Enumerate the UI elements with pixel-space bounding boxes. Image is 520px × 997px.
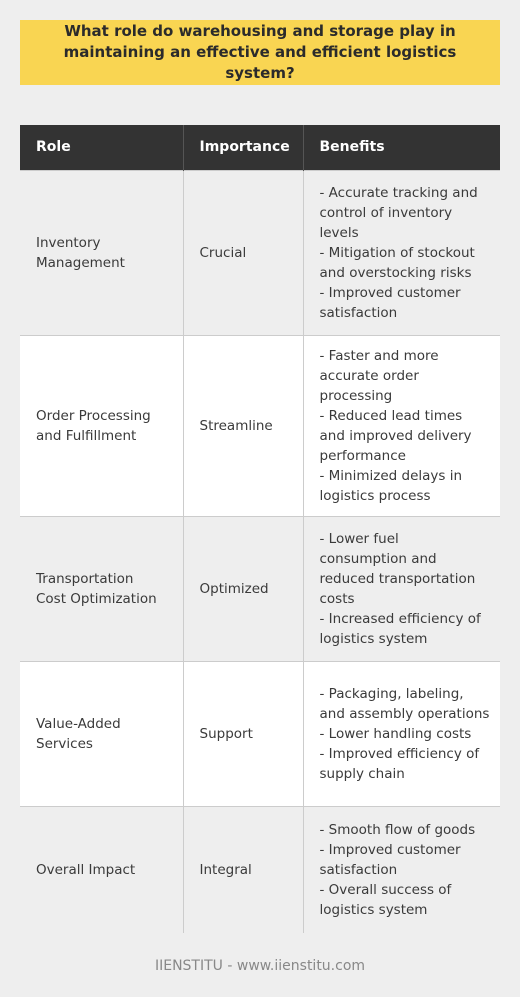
- benefit-item: - Increased efficiency of logistics syst…: [319, 610, 481, 647]
- benefit-item: - Faster and more accurate order process…: [319, 347, 439, 404]
- header-benefits: Benefits: [303, 125, 500, 170]
- benefit-item: - Packaging, labeling, and assembly oper…: [319, 685, 490, 722]
- benefit-item: - Improved customer satisfaction: [319, 284, 461, 321]
- benefits-cell: - Lower fuel consumption and reduced tra…: [303, 515, 500, 661]
- header-importance: Importance: [183, 125, 304, 170]
- title-banner: What role do warehousing and storage pla…: [20, 20, 500, 85]
- importance-cell: Support: [183, 660, 304, 806]
- table-row: Inventory Management Crucial - Accurate …: [20, 169, 500, 335]
- table-row: Transportation Cost Optimization Optimiz…: [20, 515, 500, 661]
- table-header-row: Role Importance Benefits: [20, 125, 500, 170]
- role-cell: Overall Impact: [20, 805, 184, 933]
- benefit-item: - Lower handling costs: [319, 725, 472, 742]
- importance-cell: Streamline: [183, 334, 304, 516]
- benefit-item: - Reduced lead times and improved delive…: [319, 407, 472, 464]
- importance-cell: Crucial: [183, 169, 304, 335]
- benefit-item: - Accurate tracking and control of inven…: [319, 184, 478, 241]
- page-title: What role do warehousing and storage pla…: [63, 22, 457, 82]
- importance-cell: Optimized: [183, 515, 304, 661]
- benefit-item: - Smooth flow of goods: [319, 821, 476, 838]
- table-row: Value-Added Services Support - Packaging…: [20, 660, 500, 806]
- table-row: Order Processing and Fulfillment Streaml…: [20, 334, 500, 516]
- benefits-cell: - Accurate tracking and control of inven…: [303, 169, 500, 335]
- roles-table-container: Role Importance Benefits Inventory Manag…: [20, 125, 500, 933]
- benefits-cell: - Faster and more accurate order process…: [303, 334, 500, 516]
- benefits-cell: - Smooth flow of goods - Improved custom…: [303, 805, 500, 933]
- roles-table: Role Importance Benefits Inventory Manag…: [20, 125, 500, 933]
- role-cell: Value-Added Services: [20, 660, 184, 806]
- benefit-item: - Lower fuel consumption and reduced tra…: [319, 530, 476, 607]
- benefit-item: - Minimized delays in logistics process: [319, 467, 463, 504]
- table-row: Overall Impact Integral - Smooth flow of…: [20, 805, 500, 933]
- header-role: Role: [20, 125, 184, 170]
- role-cell: Inventory Management: [20, 169, 184, 335]
- benefit-item: - Improved customer satisfaction: [319, 841, 461, 878]
- benefits-cell: - Packaging, labeling, and assembly oper…: [303, 660, 500, 806]
- importance-cell: Integral: [183, 805, 304, 933]
- role-cell: Order Processing and Fulfillment: [20, 334, 184, 516]
- benefit-item: - Overall success of logistics system: [319, 881, 452, 918]
- benefit-item: - Mitigation of stockout and overstockin…: [319, 244, 475, 281]
- benefit-item: - Improved efficiency of supply chain: [319, 745, 480, 782]
- role-cell: Transportation Cost Optimization: [20, 515, 184, 661]
- footer-credit: IIENSTITU - www.iienstitu.com: [154, 958, 366, 974]
